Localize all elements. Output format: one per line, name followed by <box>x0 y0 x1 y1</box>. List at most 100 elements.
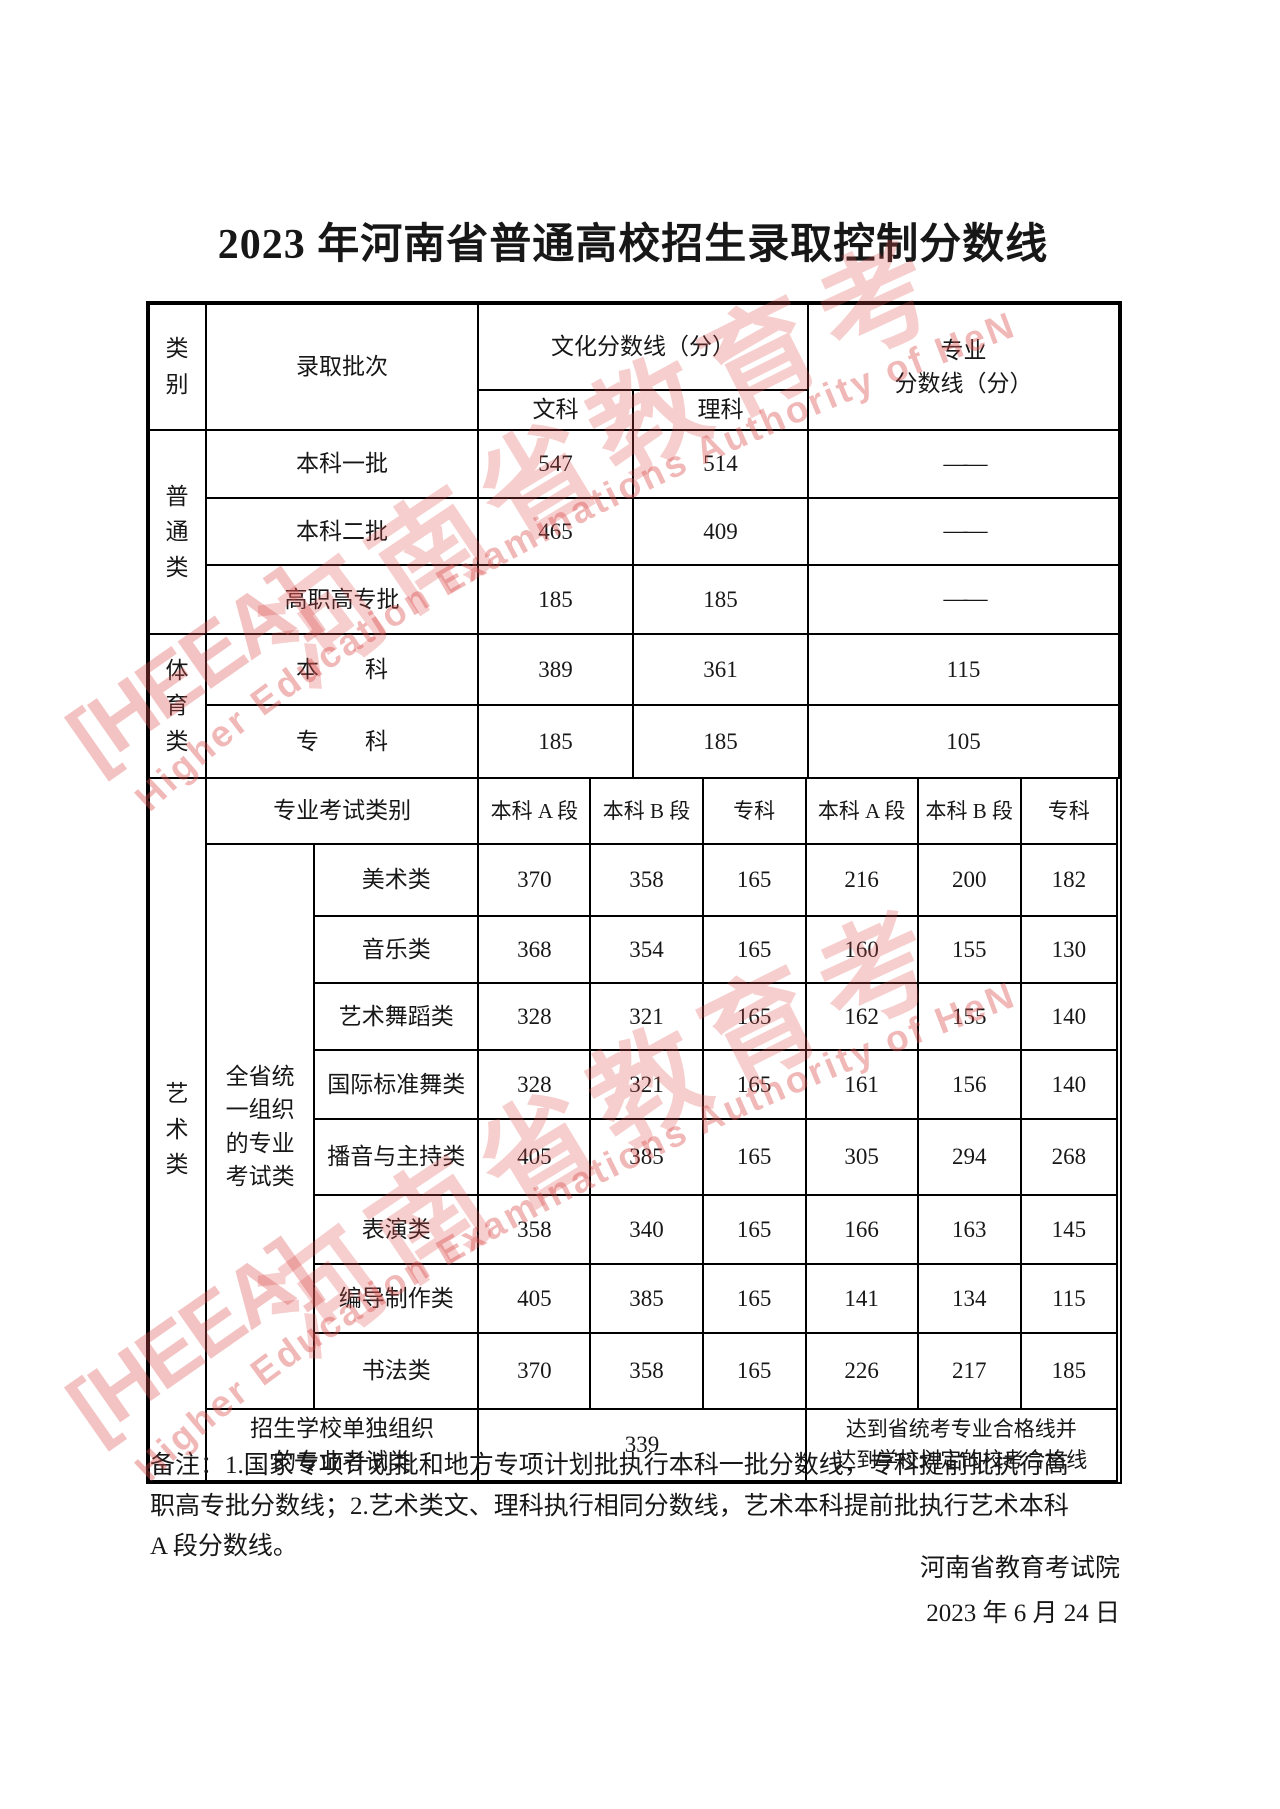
header-culture-benke-b: 本科 B 段 <box>589 777 704 845</box>
score-cell: 200 <box>916 843 1022 917</box>
table-row: 书法类 370 358 165 226 217 185 <box>149 1332 1119 1410</box>
table-row: 体 育 类 本 科 389 361 115 <box>148 633 1120 779</box>
score-cell: 165 <box>701 982 807 1051</box>
score-cell: 163 <box>916 1194 1022 1265</box>
score-cell: 165 <box>701 1332 807 1410</box>
table-row: 艺术舞蹈类 328 321 165 162 155 140 <box>149 982 1119 1051</box>
art-category: 音乐类 <box>313 915 480 984</box>
header-major-zhuanke: 专科 <box>1019 777 1119 845</box>
page-title: 2023 年河南省普通高校招生录取控制分数线 <box>217 222 1049 268</box>
score-cell: 405 <box>477 1263 592 1334</box>
score-cell: 156 <box>916 1049 1022 1120</box>
header-culture-score: 文化分数线（分） <box>477 303 809 391</box>
score-cell: 368 <box>477 915 592 984</box>
art-category: 国际标准舞类 <box>313 1049 480 1120</box>
table-row: 音乐类 368 354 165 160 155 130 <box>149 915 1119 984</box>
signature-block: 河南省教育考试院 2023 年 6 月 24 日 <box>148 1548 1120 1629</box>
score-major: —— <box>807 564 1120 635</box>
score-cell: 140 <box>1019 982 1119 1051</box>
batch-label: 专 科 <box>205 704 479 779</box>
score-cell: 405 <box>477 1118 592 1196</box>
section-label-sports: 体 育 类 <box>148 633 207 779</box>
score-cell: 141 <box>804 1263 919 1334</box>
score-wen: 389 <box>477 633 634 706</box>
table-row: 文科 理科 <box>149 389 1119 431</box>
header-wenke: 文科 <box>477 389 634 431</box>
score-major: —— <box>807 429 1120 499</box>
score-major: 105 <box>807 704 1120 779</box>
score-cell: 165 <box>701 915 807 984</box>
score-cell: 294 <box>916 1118 1022 1196</box>
score-cell: 328 <box>477 982 592 1051</box>
score-wen: 465 <box>477 497 634 566</box>
score-cell: 354 <box>589 915 704 984</box>
score-cell: 370 <box>477 1332 592 1410</box>
score-li: 361 <box>632 633 809 706</box>
table-row: 高职高专批 185 185 —— <box>149 564 1120 635</box>
score-li: 185 <box>632 704 809 779</box>
score-wen: 185 <box>477 704 634 779</box>
batch-label: 本科二批 <box>205 497 479 566</box>
section-label-art: 艺 术 类 <box>147 777 208 1482</box>
table-row: 普 通 类 本科一批 547 514 —— <box>148 429 1120 635</box>
score-cell: 165 <box>701 1118 807 1196</box>
header-like: 理科 <box>632 389 809 431</box>
signature-date: 2023 年 6 月 24 日 <box>926 1600 1120 1627</box>
signature-org: 河南省教育考试院 <box>919 1555 1120 1582</box>
score-cell: 370 <box>477 843 592 917</box>
art-category: 书法类 <box>313 1332 480 1410</box>
table-row: 表演类 358 340 165 166 163 145 <box>149 1194 1119 1265</box>
score-cell: 185 <box>1019 1332 1119 1410</box>
score-li: 409 <box>632 497 809 566</box>
score-cell: 268 <box>1019 1118 1119 1196</box>
score-cell: 385 <box>589 1118 704 1196</box>
score-cell: 140 <box>1019 1049 1119 1120</box>
table-row: 专 科 185 185 105 <box>149 704 1120 779</box>
score-cell: 217 <box>916 1332 1022 1410</box>
score-cell: 340 <box>589 1194 704 1265</box>
score-cell: 134 <box>916 1263 1022 1334</box>
score-cell: 358 <box>589 1332 704 1410</box>
school-exam-major-requirement: 达到省统考专业合格线并 达到学校划定的校考合格线 <box>804 1408 1119 1482</box>
score-li: 185 <box>632 564 809 635</box>
section-label-general: 普 通 类 <box>148 429 207 635</box>
table-row: 本科二批 465 409 —— <box>149 497 1120 566</box>
header-culture-benke-a: 本科 A 段 <box>477 777 592 845</box>
score-cell: 115 <box>1019 1263 1119 1334</box>
score-cell: 182 <box>1019 843 1119 917</box>
header-major-score: 专业 分数线（分） <box>807 303 1120 431</box>
score-wen: 185 <box>477 564 634 635</box>
art-category: 美术类 <box>313 843 480 917</box>
header-culture-zhuanke: 专科 <box>701 777 807 845</box>
table-row: 招生学校单独组织 的专业考试类 339 达到省统考专业合格线并 达到学校划定的校… <box>149 1408 1119 1482</box>
score-wen: 547 <box>477 429 634 499</box>
batch-label: 本科一批 <box>205 429 479 499</box>
art-group-label: 全省统 一组织 的专业 考试类 <box>205 843 316 1410</box>
score-major: 115 <box>807 633 1120 706</box>
table-row: 编导制作类 405 385 165 141 134 115 <box>149 1263 1119 1334</box>
table-row: 艺 术 类 专业考试类别 本科 A 段 本科 B 段 专科 本科 A 段 本科 … <box>147 777 1119 1482</box>
school-exam-label: 招生学校单独组织 的专业考试类 <box>205 1408 480 1482</box>
header-exam-type: 专业考试类别 <box>205 777 480 845</box>
score-cell: 321 <box>589 1049 704 1120</box>
art-category: 编导制作类 <box>313 1263 480 1334</box>
score-major: —— <box>807 497 1120 566</box>
art-category: 艺术舞蹈类 <box>313 982 480 1051</box>
score-cell: 155 <box>916 915 1022 984</box>
score-cell: 161 <box>804 1049 919 1120</box>
score-cell: 160 <box>804 915 919 984</box>
score-table: 类 别 录取批次 文化分数线（分） 专业 分数线（分） 文科 理科 普 通 类 … <box>146 301 1122 1484</box>
score-cell: 165 <box>701 843 807 917</box>
score-cell: 385 <box>589 1263 704 1334</box>
score-cell: 145 <box>1019 1194 1119 1265</box>
score-cell: 321 <box>589 982 704 1051</box>
table-row: 国际标准舞类 328 321 165 161 156 140 <box>149 1049 1119 1120</box>
score-cell: 358 <box>589 843 704 917</box>
art-category: 表演类 <box>313 1194 480 1265</box>
score-li: 514 <box>632 429 809 499</box>
art-category: 播音与主持类 <box>313 1118 480 1196</box>
table-row: 全省统 一组织 的专业 考试类 美术类 370 358 165 216 200 … <box>149 843 1119 1410</box>
school-exam-culture-score: 339 <box>477 1408 807 1482</box>
score-cell: 328 <box>477 1049 592 1120</box>
